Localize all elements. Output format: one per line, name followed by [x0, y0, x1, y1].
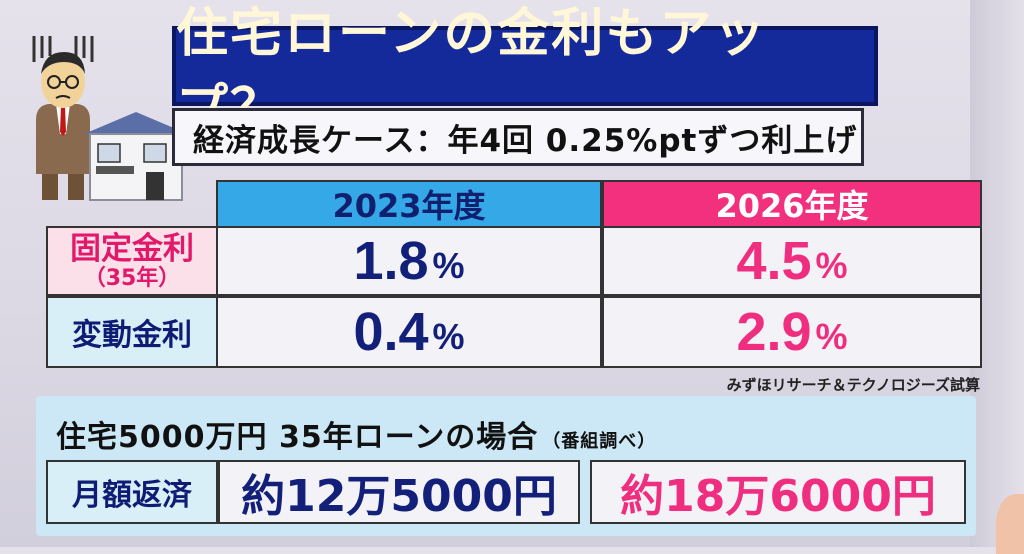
presenter-hand	[996, 494, 1024, 554]
percent-unit: %	[432, 316, 465, 357]
percent-unit: %	[815, 316, 848, 357]
loan-case-heading: 住宅5000万円 35年ローンの場合 （番組調べ）	[56, 412, 657, 455]
worried-man-and-house-icon	[32, 36, 188, 201]
row-label-fixed-rate: 固定金利 （35年）	[46, 226, 218, 296]
variable-rate-2023-value: 0.4	[353, 302, 429, 362]
row-label-variable-rate: 変動金利	[46, 296, 218, 368]
percent-unit: %	[432, 245, 465, 286]
page-title: 住宅ローンの金利もアップ？	[172, 4, 878, 139]
column-header-2026: 2026年度	[602, 180, 982, 228]
monthly-payment-label: 月額返済	[46, 460, 218, 524]
loan-case-note: （番組調べ）	[542, 431, 657, 452]
monthly-payment-2023: 約12万5000円	[218, 460, 580, 524]
variable-rate-2023-cell: 0.4%	[216, 296, 602, 368]
percent-unit: %	[815, 245, 848, 286]
fixed-rate-2023-cell: 1.8%	[216, 226, 602, 296]
source-note: みずほリサーチ＆テクノロジーズ試算	[726, 376, 980, 394]
variable-rate-label: 変動金利	[72, 318, 192, 353]
monthly-payment-2026: 約18万6000円	[590, 460, 966, 524]
fixed-rate-term: （35年）	[83, 266, 181, 291]
variable-rate-2026-cell: 2.9%	[602, 296, 982, 368]
fixed-rate-2026-cell: 4.5%	[602, 226, 982, 296]
scenario-subtitle: 経済成長ケース：年4回 0.25%ptずつ利上げ	[172, 108, 864, 166]
fixed-rate-2026-value: 4.5	[736, 231, 812, 291]
fixed-rate-label: 固定金利	[70, 231, 194, 267]
loan-case-text: 住宅5000万円 35年ローンの場合	[56, 420, 539, 455]
variable-rate-2026-value: 2.9	[736, 302, 812, 362]
fixed-rate-2023-value: 1.8	[353, 231, 429, 291]
column-header-2023: 2023年度	[216, 180, 602, 228]
